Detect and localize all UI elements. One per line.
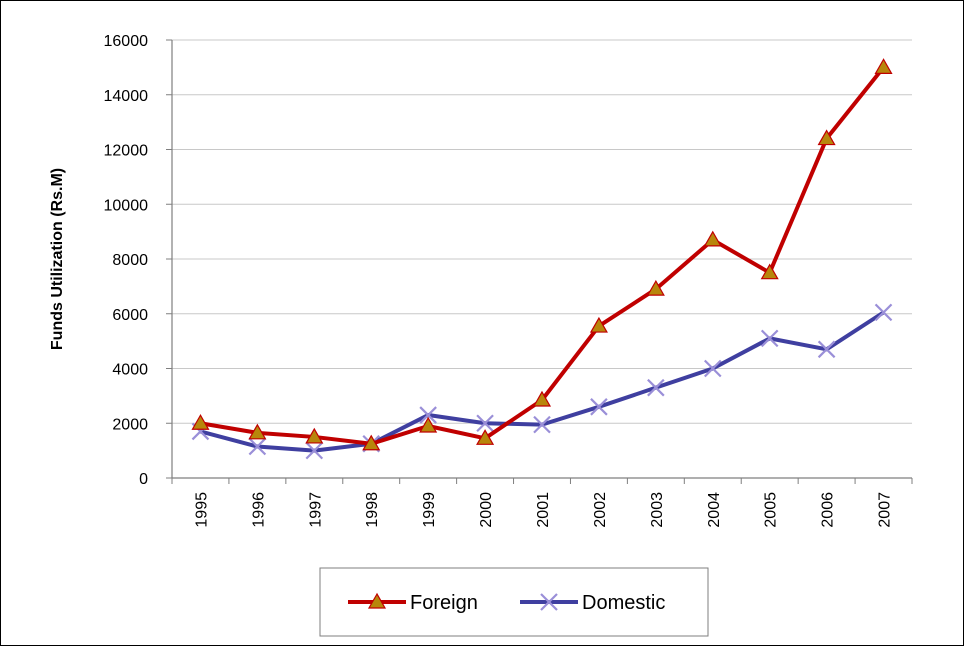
x-tick-label: 2007 [877, 492, 894, 528]
x-marker-stroke [760, 329, 779, 348]
domestic-point [817, 340, 836, 359]
foreign-point [476, 429, 495, 445]
legend-marker-domestic [540, 593, 558, 611]
domestic-point [703, 359, 722, 378]
legend-marker-foreign [367, 592, 387, 609]
x-marker-stroke [647, 378, 665, 397]
y-tick-label: 6000 [112, 307, 148, 324]
axes [166, 39, 913, 484]
domestic-point [305, 441, 324, 460]
y-tick-label: 0 [139, 471, 148, 488]
foreign-point [874, 58, 893, 74]
legend-label-domestic: Domestic [582, 592, 665, 614]
x-marker-stroke [874, 303, 893, 322]
y-axis-label: Funds Utilization (Rs.M) [49, 168, 66, 350]
legend-item-domestic: Domestic [520, 592, 665, 614]
foreign-point [589, 316, 608, 333]
x-marker-stroke [419, 406, 437, 424]
legend: Foreign Domestic [319, 567, 709, 637]
y-tick-labels: 0 2000 4000 6000 8000 10000 12000 14000 16000 [104, 33, 149, 488]
domestic-point [874, 303, 893, 322]
domestic-point [590, 398, 608, 416]
x-tick-label: 1999 [421, 492, 438, 528]
foreign-point [532, 390, 552, 407]
x-tick-label: 2001 [535, 492, 552, 528]
y-tick-label: 12000 [104, 143, 149, 160]
foreign-point [362, 434, 381, 451]
foreign-point [191, 414, 210, 430]
x-tick-label: 2006 [820, 492, 837, 528]
foreign-point [305, 427, 324, 444]
domestic-point [476, 414, 494, 433]
x-tick-label: 2004 [706, 492, 723, 528]
x-marker-stroke [305, 441, 324, 460]
y-tick-label: 14000 [104, 88, 149, 105]
x-tick-label: 2000 [478, 492, 495, 528]
x-tick-label: 2003 [649, 492, 666, 528]
legend-item-foreign: Foreign [348, 592, 478, 614]
x-tick-labels: 1995 1996 1997 1998 1999 2000 2001 2002 2003 2004… [193, 492, 893, 528]
domestic-point [533, 415, 551, 434]
x-marker-stroke [248, 437, 267, 456]
series-lines [191, 58, 893, 460]
y-tick-label: 2000 [112, 416, 148, 433]
legend-label-foreign: Foreign [410, 592, 478, 614]
x-tick-label: 1995 [193, 492, 210, 528]
domestic-point [248, 437, 267, 456]
x-tick-label: 2005 [763, 492, 780, 528]
foreign-point [760, 263, 779, 280]
x-marker-stroke [476, 414, 494, 433]
foreign-point [703, 230, 722, 247]
x-marker-stroke [533, 415, 551, 434]
x-tick-label: 1998 [364, 492, 381, 528]
domestic-point [419, 406, 437, 424]
foreign-point [248, 423, 267, 440]
x-marker-stroke [817, 340, 836, 359]
x-marker-stroke [703, 359, 722, 378]
x-tick-label: 2002 [592, 492, 609, 528]
y-tick-label: 10000 [104, 197, 149, 214]
domestic-point [760, 329, 779, 348]
x-marker-stroke [590, 398, 608, 416]
y-tick-label: 8000 [112, 252, 148, 269]
foreign-point [646, 279, 665, 296]
y-tick-label: 16000 [104, 33, 149, 50]
x-marker-stroke [540, 593, 558, 611]
domestic-point [647, 378, 665, 397]
foreign-point [817, 129, 836, 146]
x-tick-label: 1996 [250, 492, 267, 528]
foreign-point [419, 416, 438, 433]
gridlines [172, 39, 912, 424]
x-tick-label: 1997 [307, 492, 324, 528]
y-tick-label: 4000 [112, 362, 148, 379]
